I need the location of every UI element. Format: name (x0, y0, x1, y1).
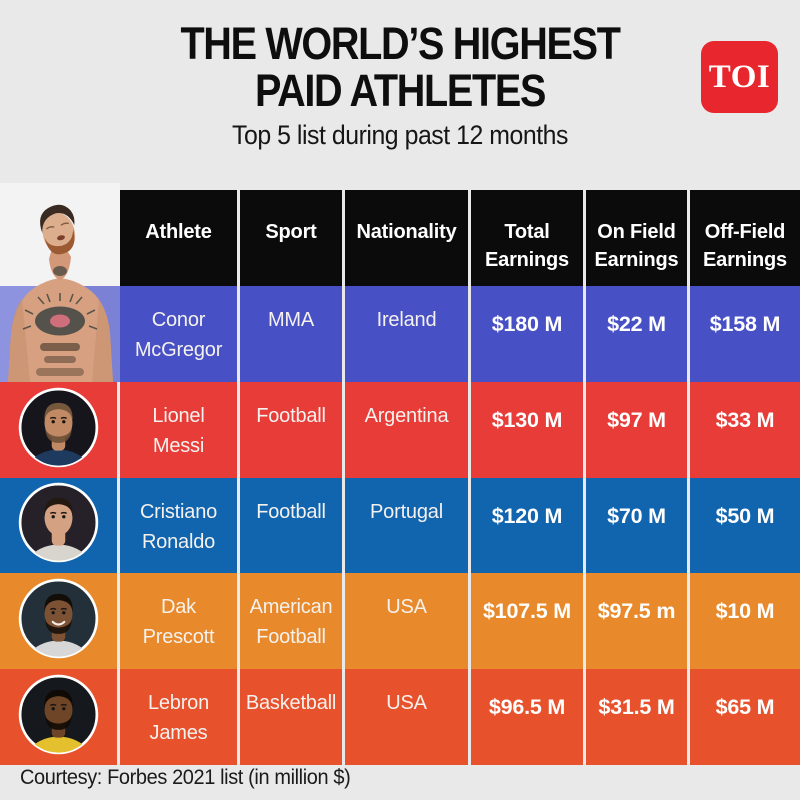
cell-nationality: USA (345, 573, 468, 670)
cell-total_earnings-label: $130 M (491, 407, 563, 432)
toi-logo: TOI (701, 41, 778, 113)
cell-sport-label: Football (256, 404, 326, 427)
athlete-photo-lebron-james (0, 669, 117, 765)
cell-athlete: Cristiano Ronaldo (120, 477, 237, 574)
cell-total_earnings-label: $120 M (491, 503, 563, 528)
cell-off_field_earnings: $10 M (690, 573, 800, 670)
cell-nationality: USA (345, 669, 468, 765)
athlete-photo-dak-prescott (0, 573, 117, 670)
page-title: THE WORLD’S HIGHEST PAID ATHLETES (48, 20, 752, 114)
athlete-photo-lionel-messi (0, 381, 117, 478)
cell-off_field_earnings-label: $158 M (709, 312, 781, 336)
cell-total_earnings: $130 M (471, 381, 583, 478)
cell-total_earnings-label: $107.5 M (482, 599, 572, 624)
cell-on_field_earnings: $97.5 m (586, 573, 687, 670)
conor-mcgregor-photo (0, 183, 120, 382)
column-header-on_field_earnings: On Field Earnings (586, 190, 687, 286)
athlete-avatar-cristiano-ronaldo (18, 482, 99, 568)
cell-athlete: Lebron James (120, 669, 237, 765)
cell-athlete: Conor McGregor (120, 286, 237, 382)
cell-off_field_earnings: $158 M (690, 286, 800, 382)
column-header-total_earnings: Total Earnings (471, 190, 583, 286)
cell-off_field_earnings-label: $10 M (715, 599, 775, 624)
cell-total_earnings-label: $180 M (491, 312, 563, 336)
cell-total_earnings-label: $96.5 M (488, 695, 566, 720)
cell-total_earnings: $107.5 M (471, 573, 583, 670)
athlete-avatar-dak-prescott (18, 578, 99, 664)
column-header-athlete: Athlete (120, 190, 237, 286)
cell-nationality-label: Argentina (364, 404, 449, 427)
athlete-avatar-lebron-james (18, 674, 99, 760)
column-header-off_field_earnings-label: Off-Field Earnings (703, 221, 787, 271)
cell-total_earnings: $120 M (471, 477, 583, 574)
column-header-nationality-label: Nationality (356, 221, 457, 243)
cell-sport: Football (240, 477, 342, 574)
title-block: THE WORLD’S HIGHEST PAID ATHLETES Top 5 … (0, 20, 800, 151)
cell-nationality: Ireland (345, 286, 468, 382)
cell-on_field_earnings-label: $22 M (607, 312, 666, 336)
cell-athlete: Dak Prescott (120, 573, 237, 670)
cell-sport: MMA (240, 286, 342, 382)
cell-nationality: Portugal (345, 477, 468, 574)
cell-off_field_earnings: $65 M (690, 669, 800, 765)
column-header-nationality: Nationality (345, 190, 468, 286)
cell-on_field_earnings: $22 M (586, 286, 687, 382)
athlete-avatar-lionel-messi (18, 387, 99, 473)
cell-athlete-label: Cristiano Ronaldo (139, 500, 218, 553)
cell-nationality: Argentina (345, 381, 468, 478)
footer-note: Courtesy: Forbes 2021 list (in million $… (20, 766, 351, 789)
cell-sport: Basketball (240, 669, 342, 765)
cell-on_field_earnings-label: $97 M (607, 407, 666, 432)
cell-on_field_earnings-label: $97.5 m (597, 599, 676, 624)
page-title-line2: PAID ATHLETES (254, 65, 546, 116)
mcgregor-photo-graphic (0, 183, 120, 382)
cell-athlete-label: Lionel Messi (152, 404, 205, 457)
cell-sport-label: Football (256, 500, 326, 523)
column-header-athlete-label: Athlete (145, 221, 212, 243)
column-header-sport: Sport (240, 190, 342, 286)
page-title-line1: THE WORLD’S HIGHEST (180, 18, 620, 69)
cell-on_field_earnings-label: $70 M (607, 503, 666, 528)
cell-total_earnings: $96.5 M (471, 669, 583, 765)
cell-on_field_earnings: $70 M (586, 477, 687, 574)
cell-sport-label: American Football (249, 596, 333, 649)
cell-total_earnings: $180 M (471, 286, 583, 382)
cell-nationality-label: Portugal (370, 500, 443, 523)
column-header-off_field_earnings: Off-Field Earnings (690, 190, 800, 286)
page-subtitle: Top 5 list during past 12 months (231, 120, 569, 150)
cell-sport-label: MMA (267, 309, 315, 331)
cell-sport: Football (240, 381, 342, 478)
cell-nationality-label: USA (386, 596, 427, 619)
column-header-on_field_earnings-label: On Field Earnings (594, 221, 679, 271)
cell-on_field_earnings: $31.5 M (586, 669, 687, 765)
cell-athlete: Lionel Messi (120, 381, 237, 478)
cell-athlete-label: Dak Prescott (142, 596, 215, 649)
cell-athlete-label: Conor McGregor (134, 309, 223, 361)
cell-athlete-label: Lebron James (147, 692, 210, 745)
cell-off_field_earnings: $33 M (690, 381, 800, 478)
toi-logo-text: TOI (708, 58, 771, 95)
cell-sport-label: Basketball (245, 692, 337, 715)
athlete-photo-cristiano-ronaldo (0, 477, 117, 574)
cell-off_field_earnings-label: $50 M (715, 503, 775, 528)
cell-on_field_earnings-label: $31.5 M (598, 695, 675, 720)
cell-nationality-label: Ireland (376, 309, 437, 331)
column-header-sport-label: Sport (265, 221, 317, 243)
cell-sport: American Football (240, 573, 342, 670)
cell-off_field_earnings-label: $65 M (715, 695, 775, 720)
column-header-total_earnings-label: Total Earnings (485, 221, 569, 271)
athletes-table: Athlete Sport Nationality Total Earnings On … (0, 190, 800, 765)
cell-off_field_earnings: $50 M (690, 477, 800, 574)
cell-off_field_earnings-label: $33 M (715, 407, 775, 432)
cell-nationality-label: USA (386, 692, 427, 715)
cell-on_field_earnings: $97 M (586, 381, 687, 478)
